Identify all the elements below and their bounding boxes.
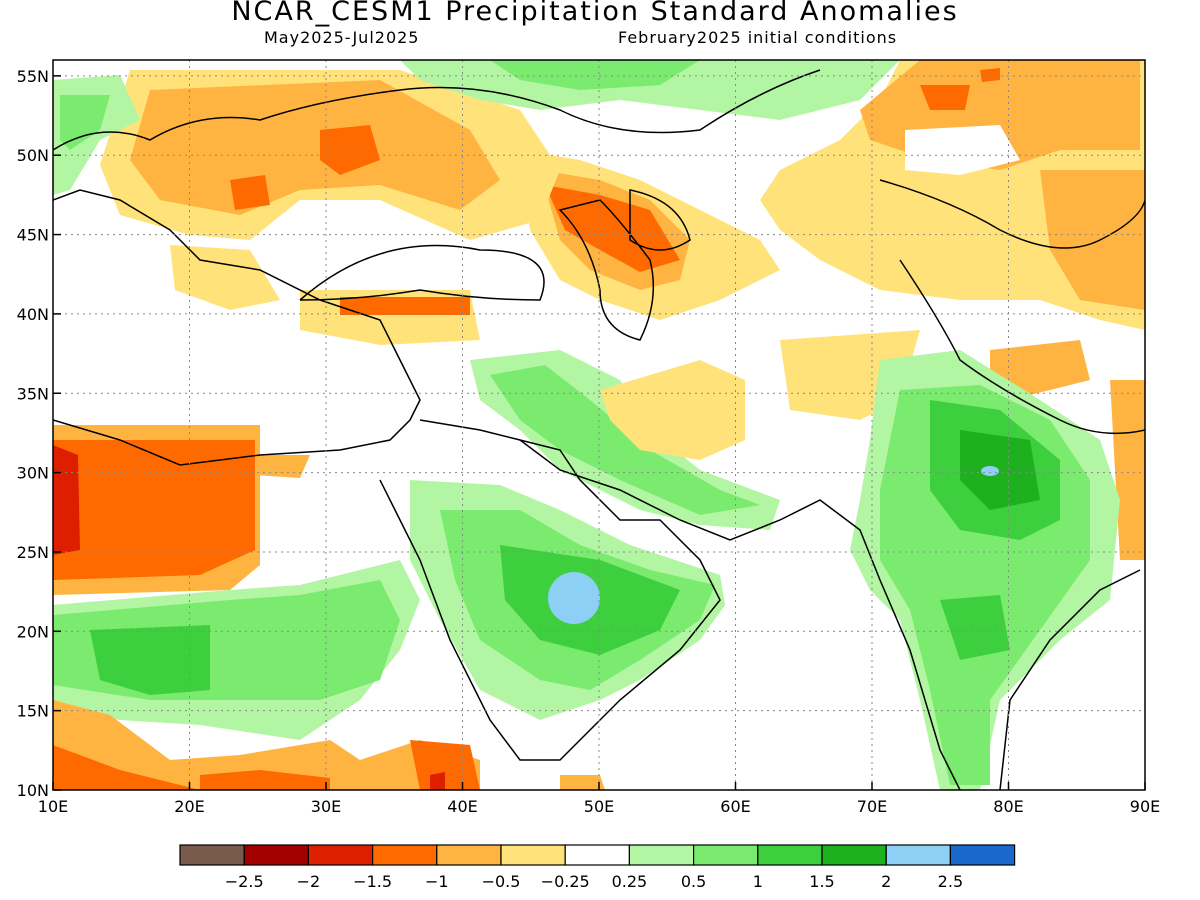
colorbar-label: 2.5 [938, 872, 963, 891]
forecast-period: May2025-Jul2025 [264, 28, 420, 47]
lon-tick-label: 20E [174, 797, 204, 816]
colorbar-swatch [500, 844, 566, 866]
latitude-axis: 10N 15N 20N 25N 30N 35N 40N 45N 50N 55N [17, 67, 61, 800]
colorbar-swatch [757, 844, 823, 866]
lon-tick-label: 30E [311, 797, 341, 816]
colorbar-label: 0.5 [681, 872, 706, 891]
colorbar-label: 0.25 [612, 872, 648, 891]
anomaly-field [53, 60, 1145, 790]
colorbar: −2.5 −2 −1.5 −1 −0.5 −0.25 0.25 0.5 1 1.5 2 2.5 [179, 844, 1016, 891]
colorbar-swatch [307, 844, 374, 866]
map-title: NCAR_CESM1 Precipitation Standard Anomal… [231, 0, 959, 27]
colorbar-label: −1 [425, 872, 449, 891]
colorbar-swatch [372, 844, 438, 866]
lat-tick-label: 10N [17, 781, 49, 800]
lat-tick-label: 50N [17, 146, 49, 165]
colorbar-label: −2.5 [225, 872, 264, 891]
lon-tick-label: 80E [993, 797, 1023, 816]
coastlines [53, 69, 1145, 790]
colorbar-swatch [885, 844, 952, 866]
lat-tick-label: 35N [17, 384, 49, 403]
colorbar-swatch [628, 844, 695, 866]
colorbar-label: 1.5 [809, 872, 834, 891]
lat-tick-label: 55N [17, 67, 49, 86]
lat-tick-label: 15N [17, 702, 49, 721]
colorbar-swatch [243, 844, 309, 866]
colorbar-label: −1.5 [353, 872, 392, 891]
colorbar-label: 1 [753, 872, 763, 891]
colorbar-swatch [821, 844, 887, 866]
lon-tick-label: 60E [720, 797, 750, 816]
colorbar-label: −0.25 [541, 872, 590, 891]
lat-tick-label: 40N [17, 305, 49, 324]
colorbar-swatch [564, 844, 631, 866]
lon-tick-label: 70E [857, 797, 887, 816]
initial-conditions: February2025 initial conditions [618, 28, 898, 47]
colorbar-label: 2 [881, 872, 891, 891]
lat-tick-label: 45N [17, 226, 49, 245]
colorbar-swatch [949, 844, 1016, 866]
lon-tick-label: 50E [584, 797, 614, 816]
lat-tick-label: 20N [17, 622, 49, 641]
colorbar-swatch [692, 844, 759, 866]
lon-tick-label: 90E [1130, 797, 1160, 816]
colorbar-label: −0.5 [482, 872, 521, 891]
lon-tick-label: 10E [38, 797, 68, 816]
longitude-axis: 10E 20E 30E 40E 50E 60E 70E 80E 90E [38, 782, 1160, 816]
gridlines [53, 60, 1145, 790]
lon-tick-label: 40E [447, 797, 477, 816]
colorbar-label: −2 [297, 872, 321, 891]
lat-tick-label: 30N [17, 464, 49, 483]
colorbar-swatch [179, 844, 245, 866]
colorbar-swatch [436, 844, 502, 866]
lat-tick-label: 25N [17, 543, 49, 562]
